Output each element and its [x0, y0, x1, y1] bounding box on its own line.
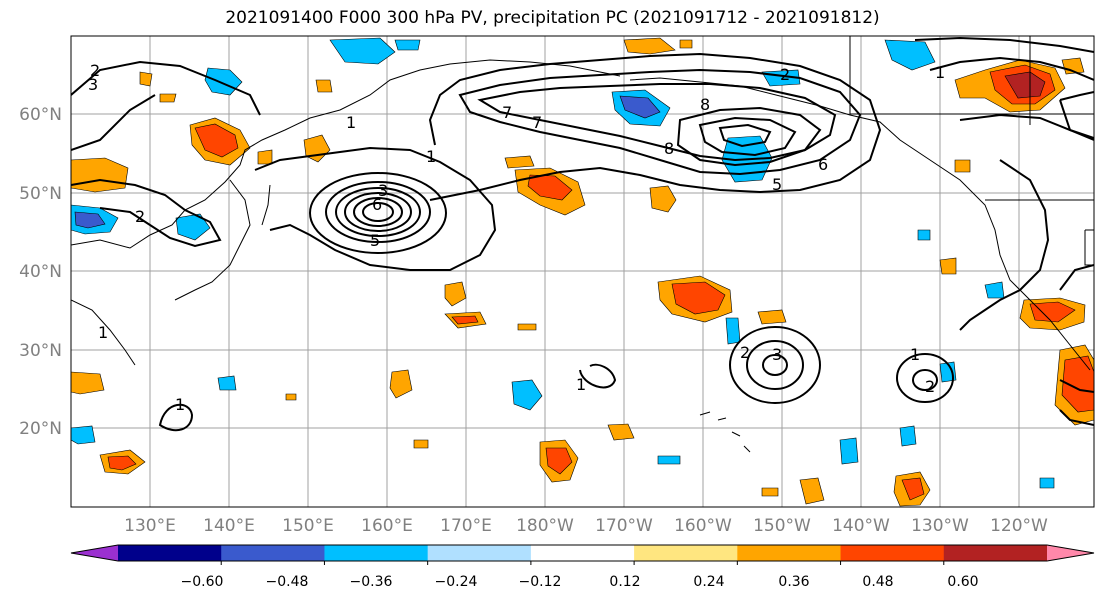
- pv-label: 6: [372, 195, 382, 214]
- pv-labels: 1 2 3 5 6 7 8 1 2 3 1 2 5 6 7 8 2 3 1 2 …: [88, 61, 945, 414]
- lat-axis-labels: 60°N 50°N 40°N 30°N 20°N: [19, 105, 62, 439]
- lon-label: 120°W: [990, 516, 1048, 536]
- map-plot: 1 2 3 5 6 7 8 1 2 3 1 2 5 6 7 8 2 3 1 2 …: [71, 36, 1094, 507]
- colorbar-tick-label: −0.24: [435, 574, 478, 590]
- colorbar-segment: [634, 545, 738, 561]
- colorbar-tick-label: −0.12: [519, 574, 562, 590]
- colorbar-segment: [324, 545, 429, 561]
- colorbar-tick-label: 0.24: [693, 574, 724, 590]
- lon-label: 150°E: [282, 516, 334, 536]
- lon-label: 140°E: [203, 516, 255, 536]
- colorbar-segment: [737, 545, 842, 561]
- pv-label: 6: [818, 155, 828, 174]
- pv-label: 5: [370, 231, 380, 250]
- lat-label: 60°N: [19, 105, 62, 125]
- colorbar-segment: [118, 545, 222, 561]
- pv-label: 1: [576, 375, 586, 394]
- colorbar-extend-min: [71, 545, 118, 561]
- map-frame: [70, 35, 1095, 508]
- pv-label: 5: [772, 175, 782, 194]
- lon-label: 170°E: [440, 516, 492, 536]
- colorbar-tick-label: −0.36: [350, 574, 393, 590]
- lon-label: 160°W: [674, 516, 732, 536]
- colorbar-ticks: [220, 561, 945, 565]
- pv-label: 8: [700, 95, 710, 114]
- pv-label: 3: [88, 75, 98, 94]
- colorbar-tick-label: 0.12: [609, 574, 640, 590]
- pv-label: 3: [378, 181, 388, 200]
- lon-label: 160°E: [361, 516, 413, 536]
- colorbar-segment: [427, 545, 532, 561]
- colorbar-extend-max: [1047, 545, 1094, 561]
- lon-label: 180°W: [516, 516, 574, 536]
- colorbar-tick-label: −0.60: [181, 574, 224, 590]
- pv-contours: [71, 36, 1094, 432]
- pv-label: 7: [502, 103, 512, 122]
- colorbar-segment: [530, 545, 635, 561]
- map-title: 2021091400 F000 300 hPa PV, precipitatio…: [225, 8, 880, 28]
- pv-label: 1: [426, 147, 436, 166]
- lat-label: 20°N: [19, 419, 62, 439]
- colorbar-tick-label: 0.36: [778, 574, 809, 590]
- pv-label: 1: [98, 323, 108, 342]
- pv-label: 7: [532, 113, 542, 132]
- pv-label: 1: [346, 113, 356, 132]
- precip-shading: [71, 37, 1094, 507]
- lon-label: 140°W: [832, 516, 890, 536]
- colorbar-segment: [943, 545, 1048, 561]
- lon-label: 130°W: [911, 516, 969, 536]
- colorbar-segments: [71, 545, 1094, 561]
- lat-label: 50°N: [19, 184, 62, 204]
- pv-label: 8: [664, 139, 674, 158]
- lon-label: 150°W: [753, 516, 811, 536]
- lon-axis-labels: 130°E 140°E 150°E 160°E 170°E 180°W 170°…: [124, 516, 1048, 536]
- pv-label: 3: [772, 345, 782, 364]
- colorbar-segment: [221, 545, 325, 561]
- pv-label: 2: [925, 377, 935, 396]
- colorbar-segment: [840, 545, 945, 561]
- colorbar-outline: [70, 544, 1095, 562]
- colorbar: −0.60 −0.48 −0.36 −0.24 −0.12 0.12 0.24 …: [70, 544, 1095, 590]
- pv-label: 2: [780, 65, 790, 84]
- lat-label: 30°N: [19, 341, 62, 361]
- pv-label: 1: [910, 345, 920, 364]
- lon-label: 130°E: [124, 516, 176, 536]
- pv-label: 2: [740, 343, 750, 362]
- colorbar-tick-label: 0.60: [947, 574, 978, 590]
- colorbar-tick-labels: −0.60 −0.48 −0.36 −0.24 −0.12 0.12 0.24 …: [181, 574, 979, 590]
- pv-label: 1: [935, 63, 945, 82]
- lat-label: 40°N: [19, 262, 62, 282]
- pv-label: 2: [135, 207, 145, 226]
- colorbar-tick-label: −0.48: [266, 574, 309, 590]
- pv-label: 1: [175, 395, 185, 414]
- pv-label: 2: [90, 61, 100, 80]
- lon-label: 170°W: [595, 516, 653, 536]
- colorbar-tick-label: 0.48: [862, 574, 893, 590]
